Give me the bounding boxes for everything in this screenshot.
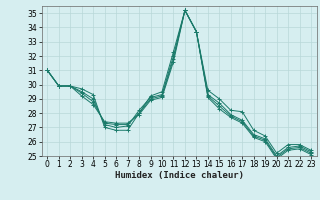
X-axis label: Humidex (Indice chaleur): Humidex (Indice chaleur) — [115, 171, 244, 180]
